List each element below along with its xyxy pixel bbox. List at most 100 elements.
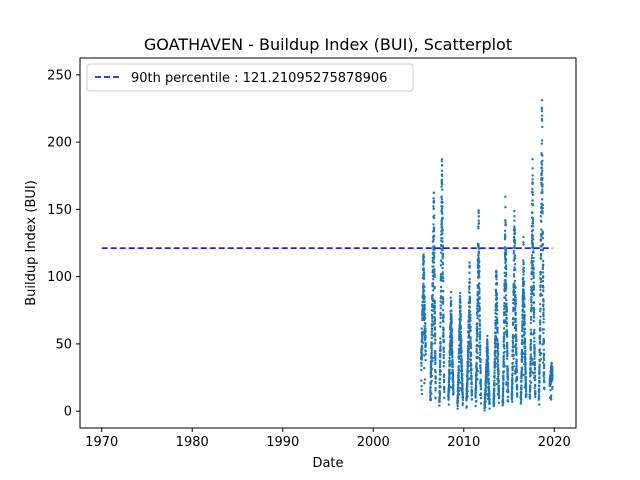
data-point: [422, 277, 426, 281]
data-point: [439, 337, 442, 340]
data-point: [511, 378, 514, 382]
data-point: [539, 307, 542, 310]
data-point: [493, 376, 496, 380]
data-point: [476, 314, 479, 317]
data-point: [514, 329, 518, 332]
data-point: [539, 315, 542, 318]
data-point: [533, 378, 537, 382]
data-point: [423, 309, 426, 313]
data-point: [504, 221, 507, 224]
data-point: [529, 331, 533, 334]
data-point: [540, 171, 543, 175]
data-point: [478, 290, 481, 293]
data-point: [423, 325, 427, 328]
data-point: [530, 285, 533, 288]
data-point: [468, 261, 471, 264]
data-point: [531, 263, 535, 267]
data-point: [531, 191, 534, 194]
data-point: [485, 381, 488, 384]
data-point: [450, 318, 453, 321]
data-point: [510, 391, 514, 395]
data-point: [459, 312, 462, 316]
data-point: [479, 360, 482, 364]
data-point: [479, 402, 483, 405]
data-point: [540, 161, 543, 164]
data-point: [422, 290, 426, 293]
data-point: [434, 357, 437, 361]
data-point: [529, 373, 532, 376]
y-tick-label: 150: [47, 203, 72, 218]
data-point: [521, 356, 524, 360]
data-point: [513, 244, 516, 247]
data-point: [540, 228, 543, 231]
data-point: [542, 303, 545, 306]
data-point: [531, 211, 534, 214]
y-tick-label: 0: [64, 405, 72, 420]
data-point: [504, 253, 508, 256]
data-point: [541, 125, 544, 129]
data-point: [523, 303, 526, 306]
data-point: [529, 345, 532, 349]
data-point: [461, 401, 464, 405]
data-point: [461, 384, 464, 388]
data-point: [533, 350, 536, 353]
data-point: [460, 358, 463, 362]
data-point: [539, 292, 542, 295]
data-point: [505, 308, 508, 312]
data-point: [477, 244, 480, 247]
data-point: [501, 386, 505, 389]
data-point: [479, 369, 482, 372]
data-point: [497, 396, 501, 400]
data-point: [515, 383, 519, 387]
data-point: [538, 365, 541, 369]
data-point: [433, 318, 437, 321]
data-point: [533, 357, 536, 361]
data-point: [530, 301, 533, 304]
data-point: [423, 317, 427, 320]
data-point: [448, 360, 451, 363]
data-point: [434, 359, 437, 362]
data-point: [511, 337, 515, 340]
data-point: [540, 252, 543, 256]
data-point: [542, 371, 546, 374]
data-point: [422, 274, 426, 277]
data-point: [451, 356, 454, 359]
data-point: [502, 361, 505, 365]
data-point: [475, 325, 479, 328]
data-point: [522, 241, 525, 244]
data-point: [519, 400, 523, 403]
data-point: [533, 343, 536, 347]
data-point: [502, 343, 506, 347]
data-point: [441, 246, 445, 250]
data-point: [451, 351, 454, 354]
data-point: [539, 358, 543, 361]
data-point: [503, 333, 506, 336]
data-point: [470, 388, 473, 392]
data-point: [524, 353, 527, 356]
data-point: [521, 341, 524, 344]
data-point: [479, 344, 482, 347]
data-point: [486, 357, 490, 360]
data-point: [495, 312, 499, 316]
data-point: [513, 231, 516, 234]
data-point: [487, 377, 490, 381]
data-point: [533, 387, 536, 390]
data-point: [474, 391, 477, 394]
data-point: [439, 275, 443, 278]
data-point: [458, 322, 462, 325]
data-point: [469, 313, 472, 316]
x-tick-label: 1990: [266, 435, 299, 450]
data-point: [468, 301, 472, 304]
data-point: [514, 317, 517, 321]
data-point: [514, 305, 517, 308]
legend: 90th percentile : 121.21095275878906: [86, 63, 414, 92]
data-point: [512, 321, 515, 324]
data-point: [478, 302, 481, 305]
data-point: [532, 316, 536, 319]
data-point: [468, 288, 471, 291]
data-point: [465, 405, 468, 408]
data-point: [533, 346, 536, 349]
data-point: [450, 332, 453, 335]
data-point: [503, 229, 507, 232]
data-point: [524, 367, 527, 370]
